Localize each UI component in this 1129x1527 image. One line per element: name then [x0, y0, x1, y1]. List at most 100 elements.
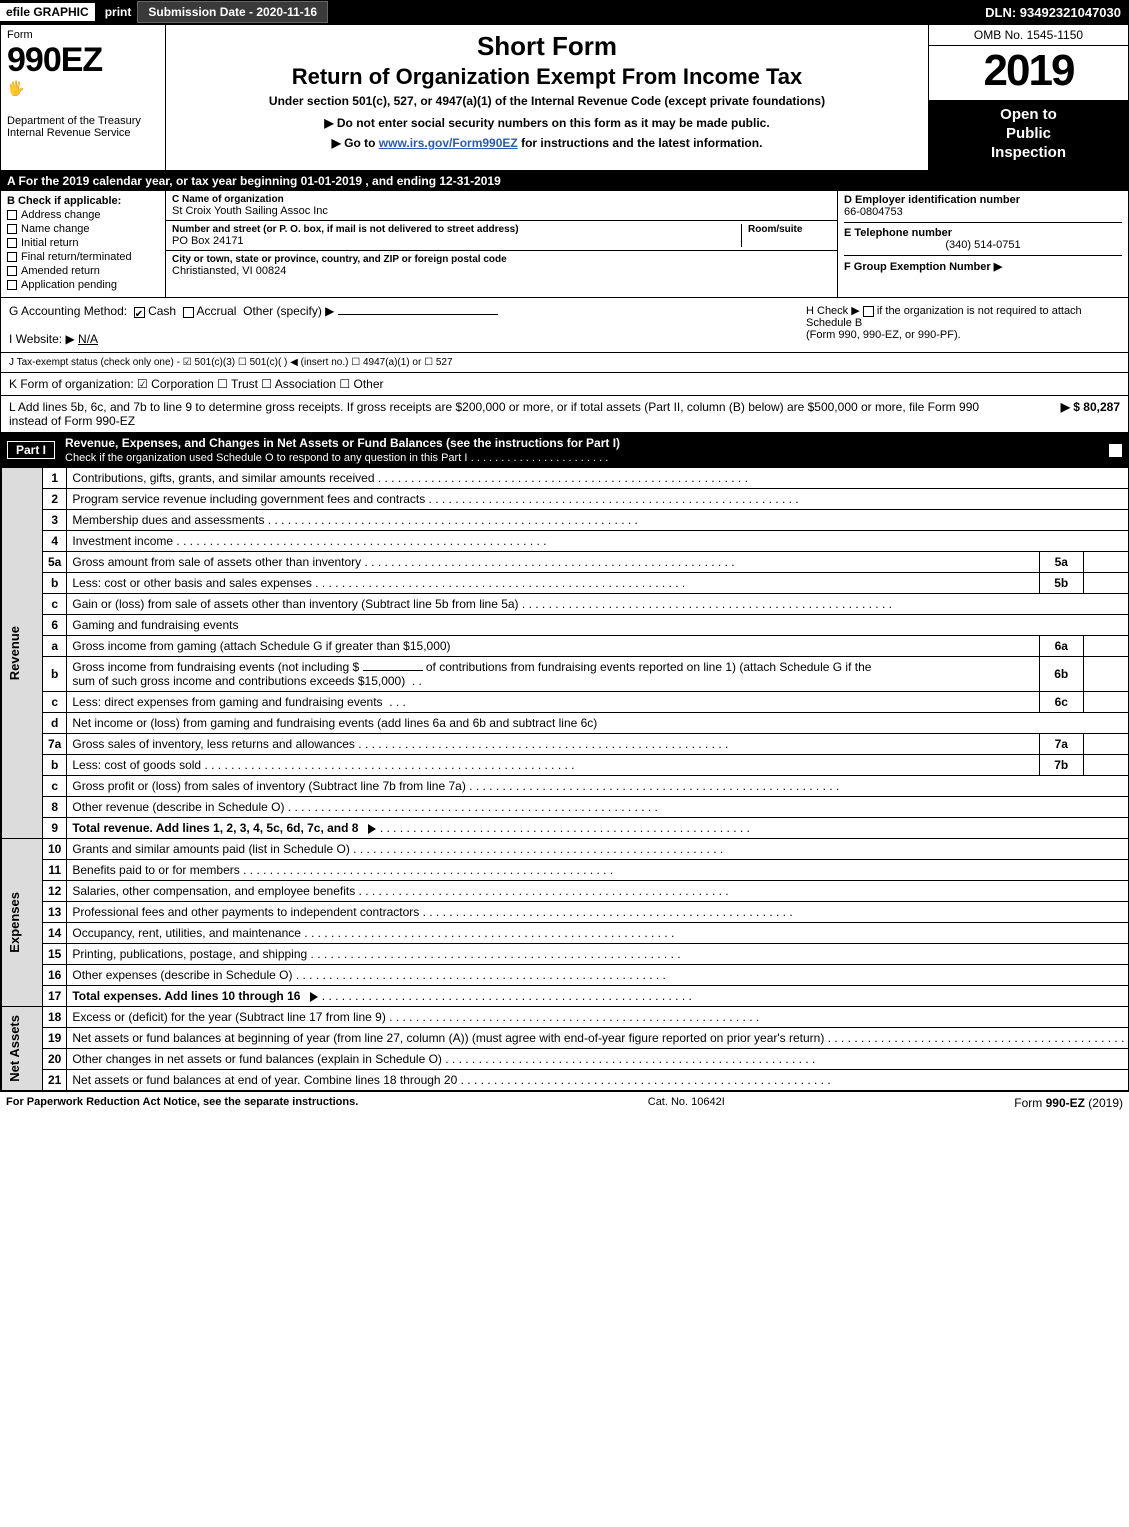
- row10-num: 10: [43, 839, 67, 860]
- open-line3: Inspection: [991, 144, 1066, 161]
- row6c-mid: 6c: [1039, 692, 1083, 713]
- org-name: St Croix Youth Sailing Assoc Inc: [172, 205, 831, 217]
- org-name-label: C Name of organization: [172, 194, 831, 205]
- row18-desc: Excess or (deficit) for the year (Subtra…: [67, 1007, 1129, 1028]
- row5b-ma: 0: [1083, 573, 1129, 594]
- row20-desc: Other changes in net assets or fund bala…: [67, 1049, 1129, 1070]
- line-j: J Tax-exempt status (check only one) - ☑…: [1, 353, 1128, 373]
- row6b-num: b: [43, 657, 67, 692]
- part1-title: Revenue, Expenses, and Changes in Net As…: [65, 436, 1109, 464]
- dln-label: DLN: 93492321047030: [985, 5, 1129, 20]
- row2-num: 2: [43, 489, 67, 510]
- group-label: F Group Exemption Number ▶: [844, 261, 1002, 273]
- lines-g-h: G Accounting Method: Cash Accrual Other …: [1, 298, 1128, 353]
- info-row: B Check if applicable: Address change Na…: [1, 191, 1128, 298]
- row6a-desc: Gross income from gaming (attach Schedul…: [67, 636, 1039, 657]
- chk-initial-return[interactable]: Initial return: [7, 237, 159, 249]
- city-label: City or town, state or province, country…: [172, 254, 831, 265]
- ein-block: D Employer identification number 66-0804…: [844, 194, 1122, 223]
- form-number: 990EZ: [7, 41, 159, 80]
- row3-desc: Membership dues and assessments: [67, 510, 1129, 531]
- row21-num: 21: [43, 1070, 67, 1091]
- part1-bar: Part I Revenue, Expenses, and Changes in…: [1, 433, 1128, 467]
- row18-num: 18: [43, 1007, 67, 1028]
- row8-num: 8: [43, 797, 67, 818]
- row14-num: 14: [43, 923, 67, 944]
- subtitle: Under section 501(c), 527, or 4947(a)(1)…: [176, 94, 918, 108]
- open-line2: Public: [1006, 125, 1051, 142]
- box-c: C Name of organization St Croix Youth Sa…: [166, 191, 838, 297]
- form-word: Form: [7, 29, 159, 41]
- row11-num: 11: [43, 860, 67, 881]
- g-label: G Accounting Method:: [9, 304, 127, 318]
- website-value: N/A: [78, 332, 98, 346]
- row7b-mid: 7b: [1039, 755, 1083, 776]
- row13-num: 13: [43, 902, 67, 923]
- side-rev-label: Revenue: [7, 622, 22, 684]
- chk-amended-return[interactable]: Amended return: [7, 265, 159, 277]
- chk-label: Application pending: [21, 279, 117, 291]
- line-l-text: L Add lines 5b, 6c, and 7b to line 9 to …: [9, 400, 1000, 428]
- print-button[interactable]: print: [99, 3, 138, 21]
- row7a-num: 7a: [43, 734, 67, 755]
- goto-pre: ▶ Go to: [332, 136, 379, 150]
- chk-label: Address change: [21, 209, 101, 221]
- row7b-desc: Less: cost of goods sold: [67, 755, 1039, 776]
- chk-application-pending[interactable]: Application pending: [7, 279, 159, 291]
- city-value: Christiansted, VI 00824: [172, 265, 831, 277]
- row5b-mid: 5b: [1039, 573, 1083, 594]
- line-g: G Accounting Method: Cash Accrual Other …: [1, 298, 798, 352]
- side-expenses: Expenses: [2, 839, 43, 1007]
- chk-name-change[interactable]: Name change: [7, 223, 159, 235]
- row6d-desc: Net income or (loss) from gaming and fun…: [67, 713, 1129, 734]
- row5c-num: c: [43, 594, 67, 615]
- row12-num: 12: [43, 881, 67, 902]
- row14-desc: Occupancy, rent, utilities, and maintena…: [67, 923, 1129, 944]
- ein-value: 66-0804753: [844, 206, 1122, 218]
- header-left: Form 990EZ 🖐 Department of the Treasury …: [1, 25, 166, 170]
- i-label: I Website: ▶: [9, 332, 75, 346]
- row6b-blank[interactable]: [363, 670, 423, 671]
- chk-cash[interactable]: [134, 307, 145, 318]
- line-l: L Add lines 5b, 6c, and 7b to line 9 to …: [1, 396, 1128, 433]
- row6a-mid: 6a: [1039, 636, 1083, 657]
- row1-desc: Contributions, gifts, grants, and simila…: [67, 468, 1129, 489]
- chk-accrual[interactable]: [183, 307, 194, 318]
- chk-label: Name change: [21, 223, 90, 235]
- part1-checkbox[interactable]: ☑: [1109, 444, 1122, 457]
- chk-address-change[interactable]: Address change: [7, 209, 159, 221]
- tax-year: 2019: [929, 46, 1128, 100]
- row7a-desc: Gross sales of inventory, less returns a…: [67, 734, 1039, 755]
- title-return: Return of Organization Exempt From Incom…: [176, 64, 918, 90]
- box-b-header: B Check if applicable:: [7, 195, 159, 207]
- chk-final-return[interactable]: Final return/terminated: [7, 251, 159, 263]
- ssn-warning: ▶ Do not enter social security numbers o…: [176, 116, 918, 130]
- open-line1: Open to: [1000, 106, 1057, 123]
- footer-right: Form 990-EZ (2019): [1014, 1096, 1123, 1110]
- row7b-ma: 0: [1083, 755, 1129, 776]
- row9-desc: Total revenue. Add lines 1, 2, 3, 4, 5c,…: [67, 818, 1129, 839]
- cash-label: Cash: [148, 304, 176, 318]
- row11-desc: Benefits paid to or for members: [67, 860, 1129, 881]
- arrow-icon: [368, 824, 376, 834]
- group-exemption: F Group Exemption Number ▶: [844, 260, 1122, 273]
- irs-link[interactable]: www.irs.gov/Form990EZ: [379, 136, 518, 150]
- phone-label: E Telephone number: [844, 227, 1122, 239]
- other-label: Other (specify) ▶: [243, 304, 334, 318]
- row17-desc: Total expenses. Add lines 10 through 16: [67, 986, 1129, 1007]
- form-header: Form 990EZ 🖐 Department of the Treasury …: [1, 25, 1128, 171]
- room-label: Room/suite: [748, 224, 831, 235]
- efile-label: efile GRAPHIC: [0, 3, 95, 21]
- chk-label: Initial return: [21, 237, 78, 249]
- row6c-ma: 0: [1083, 692, 1129, 713]
- row2-desc: Program service revenue including govern…: [67, 489, 1129, 510]
- row19-num: 19: [43, 1028, 67, 1049]
- other-specify-input[interactable]: [338, 314, 498, 315]
- row7c-desc: Gross profit or (loss) from sales of inv…: [67, 776, 1129, 797]
- row5b-desc: Less: cost or other basis and sales expe…: [67, 573, 1039, 594]
- chk-schedule-b[interactable]: [863, 306, 874, 317]
- street-value: PO Box 24171: [172, 235, 741, 247]
- goto-post: for instructions and the latest informat…: [518, 136, 763, 150]
- row15-num: 15: [43, 944, 67, 965]
- period-row: A For the 2019 calendar year, or tax yea…: [1, 171, 1128, 191]
